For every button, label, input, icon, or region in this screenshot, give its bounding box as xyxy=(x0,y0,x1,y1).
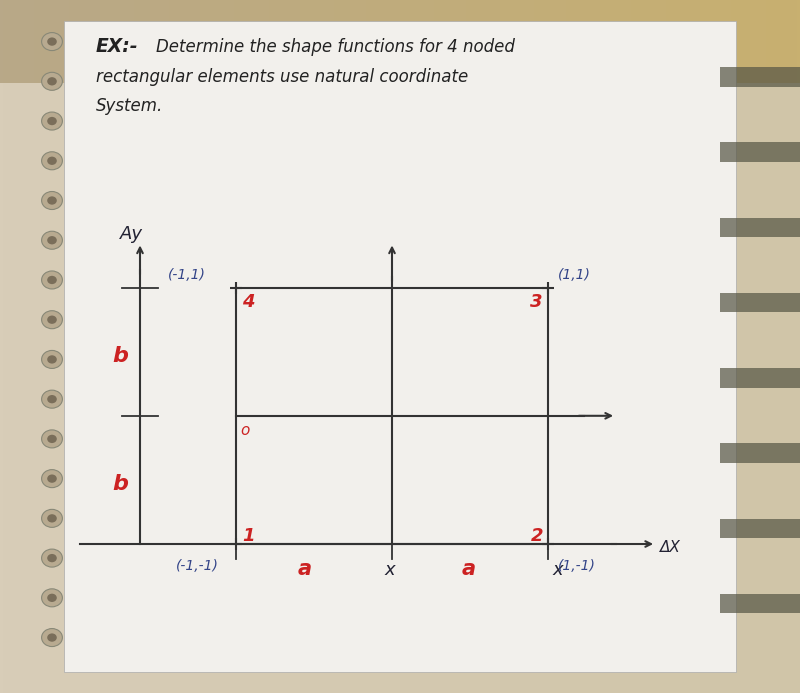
Bar xyxy=(720,518,800,538)
Circle shape xyxy=(42,549,62,567)
Text: x: x xyxy=(552,561,562,579)
Circle shape xyxy=(42,589,62,607)
Circle shape xyxy=(47,315,57,324)
Text: rectangular elements use natural coordinate: rectangular elements use natural coordin… xyxy=(96,68,468,86)
Circle shape xyxy=(42,33,62,51)
Circle shape xyxy=(47,633,57,642)
Bar xyxy=(720,218,800,237)
Text: 2: 2 xyxy=(530,527,543,545)
Bar xyxy=(720,67,800,87)
Text: o: o xyxy=(240,423,250,438)
Text: x: x xyxy=(384,561,394,579)
Circle shape xyxy=(42,231,62,249)
Circle shape xyxy=(42,112,62,130)
Text: 1: 1 xyxy=(242,527,255,545)
Circle shape xyxy=(42,430,62,448)
Bar xyxy=(720,594,800,613)
Text: (-1,1): (-1,1) xyxy=(168,268,206,282)
Circle shape xyxy=(42,310,62,328)
Circle shape xyxy=(42,390,62,408)
Circle shape xyxy=(47,37,57,46)
Circle shape xyxy=(47,395,57,403)
Text: ΔX: ΔX xyxy=(660,541,681,555)
Text: a: a xyxy=(298,559,312,579)
Text: a: a xyxy=(462,559,476,579)
Text: Determine the shape functions for 4 noded: Determine the shape functions for 4 node… xyxy=(156,38,515,56)
Circle shape xyxy=(47,157,57,165)
Circle shape xyxy=(47,276,57,284)
Circle shape xyxy=(42,351,62,369)
Text: 4: 4 xyxy=(242,293,255,311)
Text: b: b xyxy=(112,346,128,366)
Circle shape xyxy=(42,271,62,289)
Circle shape xyxy=(47,196,57,204)
Circle shape xyxy=(47,236,57,245)
Circle shape xyxy=(47,514,57,523)
Circle shape xyxy=(42,72,62,90)
Text: System.: System. xyxy=(96,97,163,115)
Text: Ay: Ay xyxy=(120,225,143,243)
Circle shape xyxy=(42,509,62,527)
Bar xyxy=(720,368,800,387)
Circle shape xyxy=(42,152,62,170)
Text: b: b xyxy=(112,474,128,494)
Circle shape xyxy=(42,470,62,488)
Circle shape xyxy=(42,629,62,647)
Circle shape xyxy=(47,435,57,443)
Circle shape xyxy=(47,77,57,85)
Text: (1,-1): (1,-1) xyxy=(558,559,595,573)
Bar xyxy=(720,444,800,463)
Circle shape xyxy=(47,475,57,483)
Circle shape xyxy=(47,554,57,562)
Circle shape xyxy=(47,594,57,602)
Bar xyxy=(720,143,800,162)
Bar xyxy=(720,293,800,313)
Circle shape xyxy=(47,356,57,364)
Circle shape xyxy=(42,191,62,209)
Circle shape xyxy=(47,117,57,125)
Text: (1,1): (1,1) xyxy=(558,268,590,282)
Text: 3: 3 xyxy=(530,293,543,311)
Bar xyxy=(64,21,736,672)
Text: (-1,-1): (-1,-1) xyxy=(176,559,219,573)
Text: EX:-: EX:- xyxy=(96,37,138,56)
